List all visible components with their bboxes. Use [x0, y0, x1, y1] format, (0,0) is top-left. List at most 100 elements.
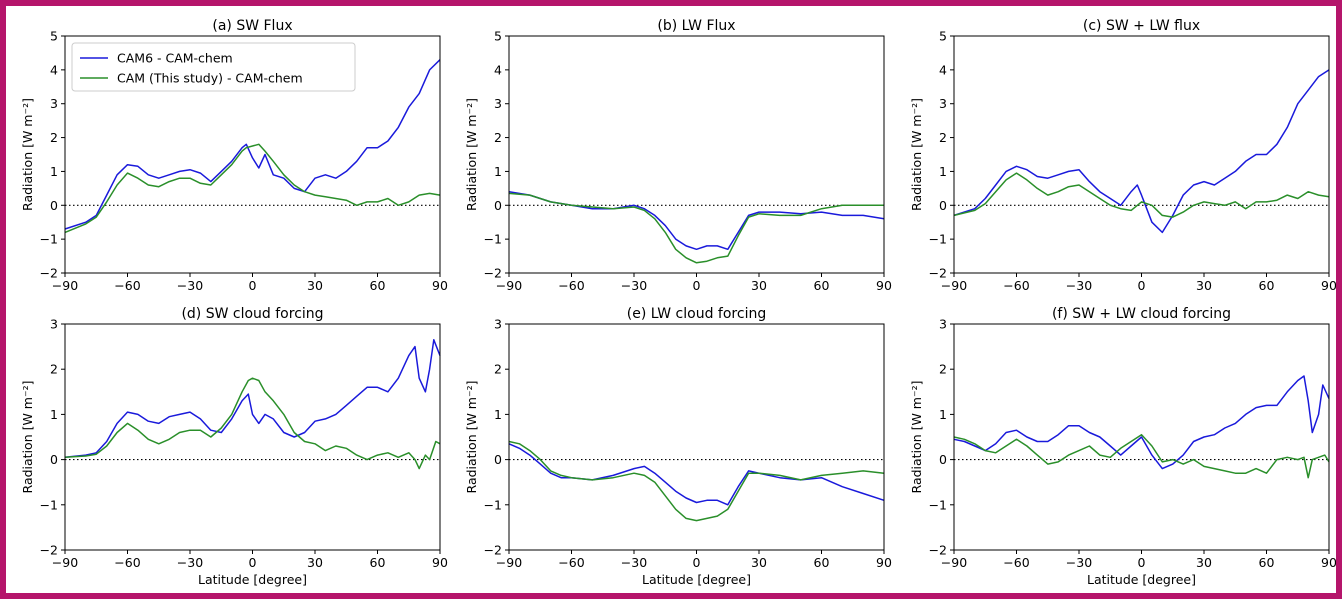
plot-area	[64, 323, 441, 551]
y-tick-label: 1	[494, 407, 502, 422]
x-tick-label: −90	[496, 555, 522, 570]
x-tick-label: 30	[1196, 278, 1212, 293]
x-tick-label: 0	[693, 555, 701, 570]
x-tick-label: 30	[751, 555, 767, 570]
y-axis-label: Radiation [W m⁻²]	[464, 98, 479, 211]
x-tick-label: −30	[177, 278, 203, 293]
x-tick-label: 0	[1138, 278, 1146, 293]
series-line	[64, 377, 441, 470]
x-tick-label: −60	[1003, 278, 1029, 293]
x-axis-label: Latitude [degree]	[642, 572, 751, 587]
y-tick-label: 3	[494, 96, 502, 111]
y-tick-label: 0	[494, 452, 502, 467]
chart-panel: (d) SW cloud forcing−90 −60 −30 0 30 60 90−2−1…	[20, 306, 448, 587]
x-tick-label: −30	[621, 278, 647, 293]
y-tick-label: 0	[939, 198, 947, 213]
y-axis-label: Radiation [W m⁻²]	[20, 381, 35, 494]
y-tick-label: −1	[484, 232, 502, 247]
y-tick-label: −2	[484, 543, 502, 558]
y-tick-label: 0	[494, 198, 502, 213]
y-axis-label: Radiation [W m⁻²]	[464, 381, 479, 494]
x-tick-label: −30	[621, 555, 647, 570]
y-tick-label: 3	[50, 317, 58, 332]
y-tick-label: 5	[494, 29, 502, 44]
x-tick-label: 60	[1259, 278, 1275, 293]
y-tick-label: 1	[939, 407, 947, 422]
x-tick-label: −60	[1003, 555, 1029, 570]
y-axis-label: Radiation [W m⁻²]	[909, 381, 924, 494]
series-line	[953, 375, 1330, 470]
x-tick-label: −90	[496, 278, 522, 293]
y-tick-label: 2	[50, 362, 58, 377]
y-tick-label: 0	[939, 452, 947, 467]
y-tick-label: 1	[50, 407, 58, 422]
x-tick-label: 30	[307, 555, 323, 570]
x-tick-label: −30	[1066, 555, 1092, 570]
y-tick-label: 2	[50, 130, 58, 145]
x-tick-label: −60	[114, 278, 140, 293]
series-line	[508, 192, 884, 264]
x-tick-label: −60	[558, 278, 584, 293]
y-tick-label: 3	[50, 96, 58, 111]
y-tick-label: 5	[939, 29, 947, 44]
x-tick-label: 60	[1259, 555, 1275, 570]
series-line	[64, 59, 441, 230]
y-tick-label: −1	[929, 497, 947, 512]
x-axis-label: Latitude [degree]	[1087, 572, 1196, 587]
chart-figure: (a) SW Flux−90 −60 −30 0 30 60 90−2−1012345Rad…	[20, 18, 1336, 587]
chart-panel: (e) LW cloud forcing−90 −60 −30 0 30 60 90−2−1…	[464, 306, 892, 587]
x-tick-label: 0	[249, 555, 257, 570]
chart-panel: (f) SW + LW cloud forcing−90 −60 −30 0 30 60 9…	[909, 306, 1336, 587]
legend: CAM6 - CAM-chem CAM (This study) - CAM-ch…	[71, 42, 356, 92]
legend-label: CAM6 - CAM-chem	[117, 51, 233, 66]
legend-label: CAM (This study) - CAM-chem	[117, 71, 303, 86]
x-tick-label: 90	[876, 555, 892, 570]
series-line	[508, 190, 885, 251]
y-tick-label: −2	[929, 266, 947, 281]
plot-area	[953, 35, 1330, 274]
y-tick-label: 5	[50, 29, 58, 44]
y-tick-label: −2	[484, 266, 502, 281]
y-tick-label: 4	[494, 62, 502, 77]
y-tick-label: 1	[939, 164, 947, 179]
series-line	[64, 143, 441, 234]
x-tick-label: 0	[693, 278, 701, 293]
y-tick-label: 0	[50, 452, 58, 467]
y-tick-label: 2	[939, 130, 947, 145]
x-tick-label: −30	[177, 555, 203, 570]
series-line	[953, 433, 1330, 479]
x-tick-label: 0	[1138, 555, 1146, 570]
series-line	[508, 440, 885, 522]
chart-title: (a) SW Flux	[212, 18, 292, 34]
y-tick-label: 1	[50, 164, 58, 179]
x-tick-label: 60	[814, 278, 830, 293]
x-tick-label: 30	[1196, 555, 1212, 570]
plot-area	[508, 323, 885, 551]
chart-panel: (c) SW + LW flux −90 −60 −30 0 30 60 90 −2 −1 0 1 2 3…	[909, 18, 1336, 293]
x-tick-label: 30	[307, 278, 323, 293]
x-tick-label: −60	[558, 555, 584, 570]
x-tick-label: 30	[751, 278, 767, 293]
x-tick-label: 60	[370, 555, 386, 570]
y-tick-label: −1	[40, 497, 58, 512]
y-tick-label: −2	[40, 266, 58, 281]
x-tick-label: 90	[432, 555, 448, 570]
x-tick-label: −30	[1066, 278, 1092, 293]
x-tick-label: 60	[370, 278, 386, 293]
x-tick-label: −90	[52, 555, 78, 570]
series-line	[953, 172, 1330, 218]
y-tick-label: 4	[939, 62, 947, 77]
x-tick-label: 90	[1321, 555, 1336, 570]
series-line	[508, 443, 885, 506]
x-tick-label: −60	[114, 555, 140, 570]
y-tick-label: −1	[484, 497, 502, 512]
y-tick-label: 2	[494, 130, 502, 145]
y-axis-label: Radiation [W m⁻²]	[20, 98, 35, 211]
chart-title: (f) SW + LW cloud forcing	[1052, 306, 1231, 322]
y-tick-label: 2	[939, 362, 947, 377]
y-tick-label: −1	[929, 232, 947, 247]
y-tick-label: 3	[939, 96, 947, 111]
y-tick-label: 0	[50, 198, 58, 213]
figure-frame: (a) SW Flux −90 −60 −30 0 30 60 90 −2 −1 0 1 2 3 4 5 Rad…	[6, 6, 1336, 593]
series-line	[953, 69, 1330, 234]
